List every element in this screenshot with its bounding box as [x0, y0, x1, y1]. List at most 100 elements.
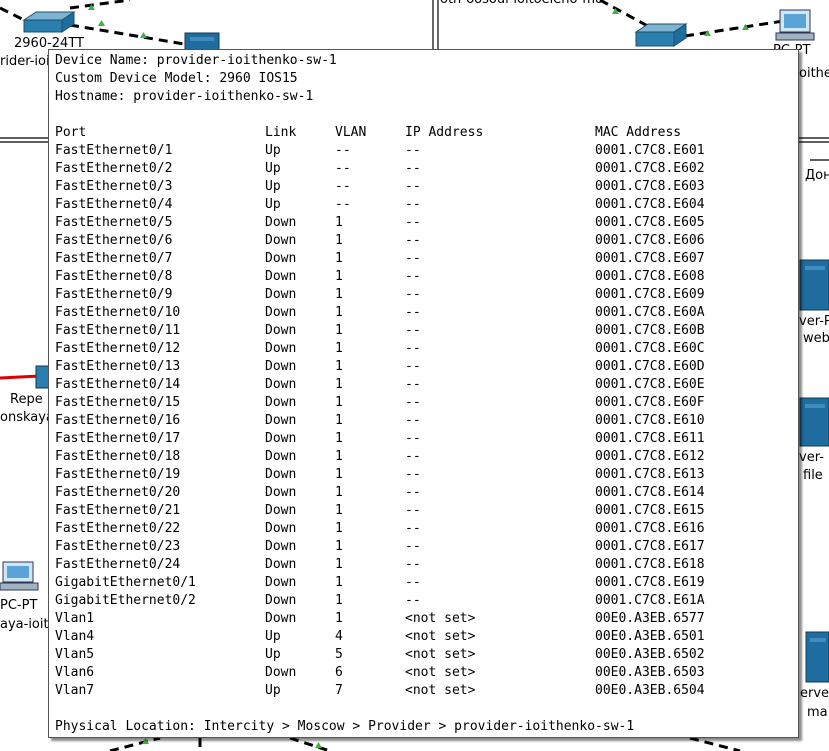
port-cell: FastEthernet0/8: [55, 269, 173, 284]
port-cell: FastEthernet0/19: [55, 467, 181, 482]
port-cell: Vlan5: [55, 647, 95, 662]
port-cell: Vlan7: [55, 683, 95, 698]
vlan-cell: 1: [335, 467, 343, 482]
link-cell: Up: [265, 647, 281, 662]
ip-cell: --: [405, 395, 421, 410]
port-cell: FastEthernet0/22: [55, 521, 181, 536]
mac-cell: 0001.C7C8.E614: [595, 485, 705, 500]
vlan-cell: 1: [335, 323, 343, 338]
ip-cell: --: [405, 341, 421, 356]
port-cell: Vlan6: [55, 665, 95, 680]
link-cell: Up: [265, 197, 281, 212]
port-cell: FastEthernet0/5: [55, 215, 173, 230]
ip-cell: --: [405, 287, 421, 302]
switch-icon[interactable]: [634, 23, 688, 47]
port-cell: FastEthernet0/13: [55, 359, 181, 374]
server-icon[interactable]: [799, 397, 829, 447]
mac-cell: 0001.C7C8.E60C: [595, 341, 705, 356]
device-sublabel: oither: [799, 66, 829, 81]
ip-cell: --: [405, 593, 421, 608]
port-cell: Vlan1: [55, 611, 95, 626]
link-cell: Down: [265, 539, 297, 554]
mac-cell: 0001.C7C8.E608: [595, 269, 705, 284]
vlan-cell: --: [335, 161, 351, 176]
link-status-triangles: [88, 4, 749, 748]
device-sublabel: onskaya: [0, 410, 54, 425]
mac-cell: 0001.C7C8.E615: [595, 503, 705, 518]
vlan-cell: 1: [335, 395, 343, 410]
vlan-cell: 1: [335, 593, 343, 608]
device-sublabel: file: [803, 468, 823, 483]
device-label: erve: [800, 686, 829, 701]
port-cell: FastEthernet0/9: [55, 287, 173, 302]
mac-cell: 0001.C7C8.E611: [595, 431, 705, 446]
header-vlan: VLAN: [335, 125, 367, 140]
link-cell: Down: [265, 359, 297, 374]
pc-icon[interactable]: [775, 9, 815, 41]
server-icon[interactable]: [184, 32, 220, 51]
link-cell: Down: [265, 449, 297, 464]
ip-cell: --: [405, 179, 421, 194]
mac-cell: 0001.C7C8.E618: [595, 557, 705, 572]
ip-cell: --: [405, 305, 421, 320]
ip-cell: --: [405, 161, 421, 176]
link-cell: Down: [265, 341, 297, 356]
ip-cell: --: [405, 503, 421, 518]
mac-cell: 0001.C7C8.E619: [595, 575, 705, 590]
link-cell: Down: [265, 269, 297, 284]
vlan-cell: 1: [335, 215, 343, 230]
mac-cell: 0001.C7C8.E61A: [595, 593, 705, 608]
link-cell: Down: [265, 413, 297, 428]
vlan-cell: --: [335, 179, 351, 194]
vlan-cell: 1: [335, 503, 343, 518]
vlan-cell: 1: [335, 359, 343, 374]
link-cell: Down: [265, 503, 297, 518]
vlan-cell: 1: [335, 485, 343, 500]
vlan-cell: 1: [335, 575, 343, 590]
port-cell: FastEthernet0/15: [55, 395, 181, 410]
device-sublabel: ma: [807, 705, 828, 720]
mac-cell: 0001.C7C8.E601: [595, 143, 705, 158]
device-info-tooltip: Device Name: provider-ioithenko-sw-1 Cus…: [48, 49, 799, 738]
mac-cell: 0001.C7C8.E60F: [595, 395, 705, 410]
ip-cell: --: [405, 575, 421, 590]
switch-icon[interactable]: [22, 11, 76, 33]
link-cell: Down: [265, 593, 297, 608]
vlan-cell: 4: [335, 629, 343, 644]
top-network-label: oth-oosoui-ioitoeleno-mo: [440, 0, 603, 7]
server-icon[interactable]: [799, 259, 829, 311]
ip-cell: --: [405, 467, 421, 482]
ip-cell: <not set>: [405, 611, 476, 626]
ip-cell: --: [405, 485, 421, 500]
server-icon[interactable]: [805, 631, 829, 683]
ip-cell: --: [405, 269, 421, 284]
mac-cell: 0001.C7C8.E617: [595, 539, 705, 554]
device-label: Repe: [10, 392, 43, 407]
pc-icon[interactable]: [0, 561, 39, 591]
device-model-line: Custom Device Model: 2960 IOS15: [55, 71, 298, 86]
link-cell: Down: [265, 665, 297, 680]
mac-cell: 0001.C7C8.E60A: [595, 305, 705, 320]
ip-cell: <not set>: [405, 665, 476, 680]
mac-cell: 0001.C7C8.E60E: [595, 377, 705, 392]
ip-cell: --: [405, 431, 421, 446]
port-cell: GigabitEthernet0/1: [55, 575, 196, 590]
port-cell: FastEthernet0/21: [55, 503, 181, 518]
hostname-line: Hostname: provider-ioithenko-sw-1: [55, 89, 314, 104]
device-sublabel: web: [803, 331, 829, 346]
link-cell: Up: [265, 683, 281, 698]
vlan-cell: 1: [335, 269, 343, 284]
vlan-cell: 1: [335, 431, 343, 446]
mac-cell: 0001.C7C8.E603: [595, 179, 705, 194]
device-sublabel: aya-ioit: [0, 617, 49, 632]
header-ip-address: IP Address: [405, 125, 484, 140]
link-cell: Up: [265, 179, 281, 194]
vlan-cell: 1: [335, 305, 343, 320]
port-cell: FastEthernet0/18: [55, 449, 181, 464]
port-cell: FastEthernet0/11: [55, 323, 181, 338]
red-link: [0, 374, 41, 380]
mac-cell: 00E0.A3EB.6502: [595, 647, 705, 662]
ip-cell: --: [405, 413, 421, 428]
ip-cell: <not set>: [405, 629, 476, 644]
